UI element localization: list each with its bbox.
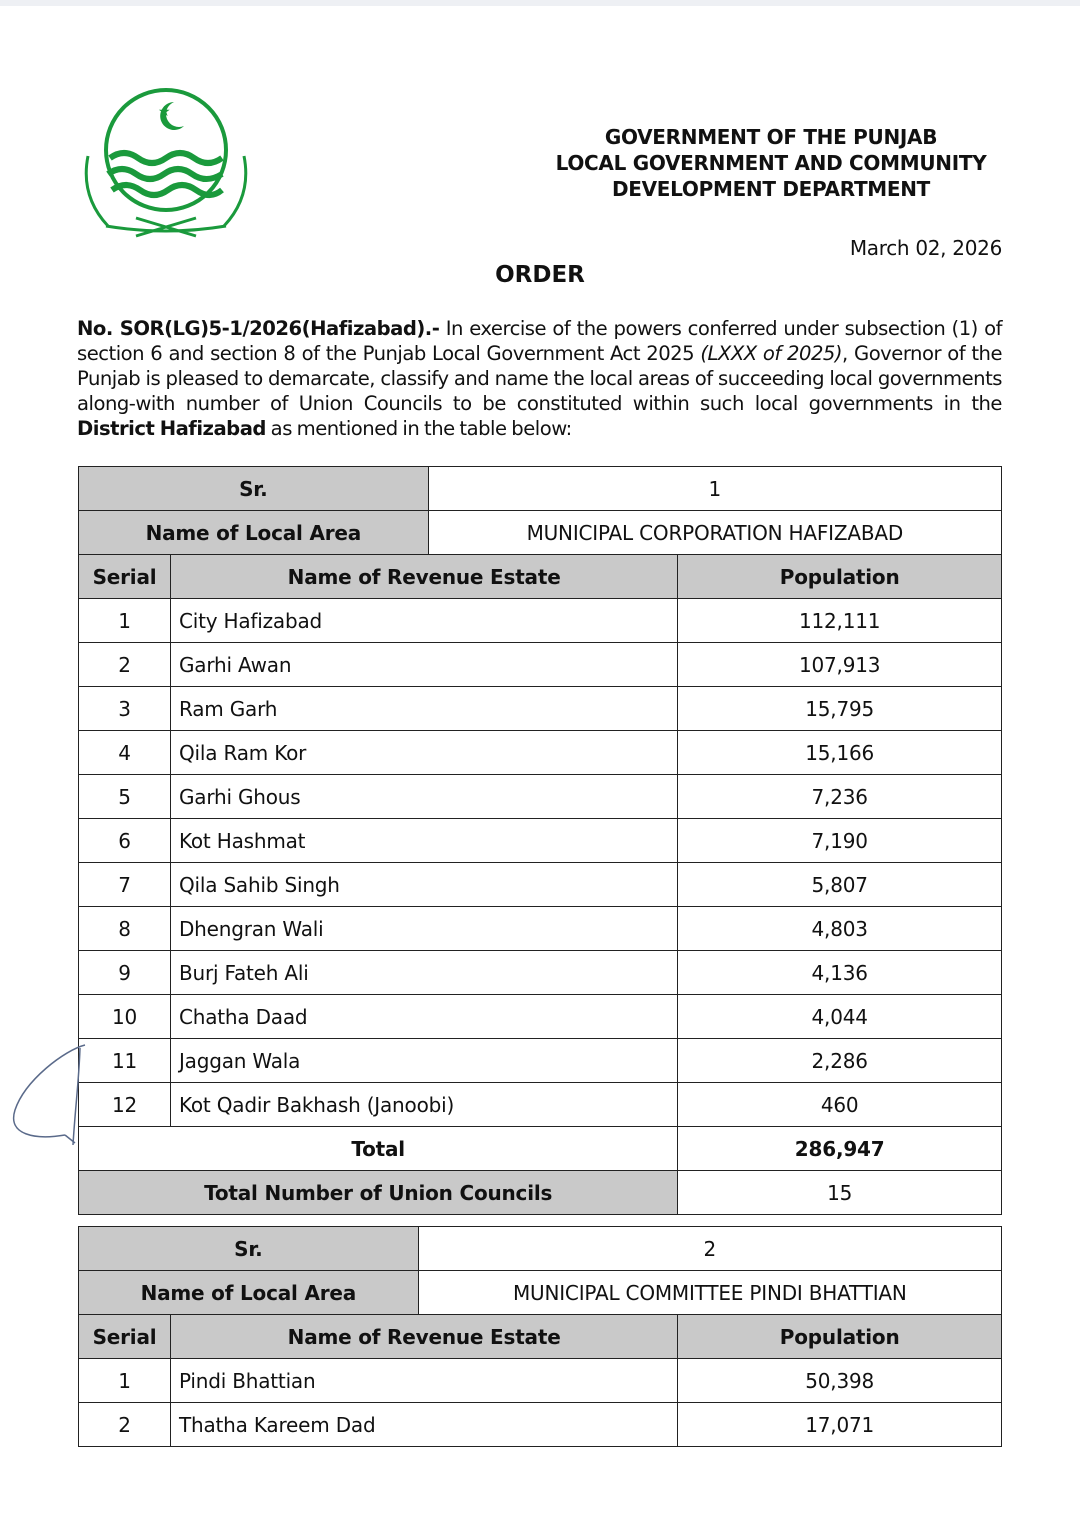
header-line-2: LOCAL GOVERNMENT AND COMMUNITY bbox=[555, 151, 987, 175]
order-reference: No. SOR(LG)5-1/2026(Hafizabad).- bbox=[77, 317, 440, 340]
estate-cell: Garhi Awan bbox=[169, 642, 679, 687]
local-area-table-2: Sr. 2 Name of Local Area MUNICIPAL COMMITTE… bbox=[78, 1226, 1003, 1447]
serial-cell: 1 bbox=[78, 598, 171, 643]
total-row: Total 286,947 bbox=[77, 1126, 1002, 1171]
table-row: 1 Pindi Bhattian 50,398 bbox=[78, 1358, 1002, 1403]
svg-text:★: ★ bbox=[158, 104, 171, 120]
serial-cell: 8 bbox=[78, 906, 171, 951]
table-row: 10 Chatha Daad 4,044 bbox=[78, 994, 1002, 1039]
population-cell: 5,807 bbox=[677, 862, 1002, 907]
population-cell: 2,286 bbox=[677, 1038, 1002, 1083]
population-cell: 15,795 bbox=[677, 686, 1002, 731]
estate-cell: Thatha Kareem Dad bbox=[169, 1402, 679, 1447]
estate-cell: Kot Qadir Bakhash (Janoobi) bbox=[169, 1082, 679, 1127]
sr-value: 2 bbox=[417, 1226, 1003, 1271]
serial-header: Serial bbox=[78, 1314, 171, 1359]
serial-cell: 10 bbox=[78, 994, 171, 1039]
estate-cell: Qila Ram Kor bbox=[169, 730, 679, 775]
estate-cell: Ram Garh bbox=[169, 686, 679, 731]
serial-cell: 2 bbox=[78, 642, 171, 687]
para-text-1: In exercise of the powers conferred unde… bbox=[77, 317, 1003, 365]
population-cell: 112,111 bbox=[677, 598, 1002, 643]
table-row: 11 Jaggan Wala 2,286 bbox=[78, 1038, 1002, 1083]
population-cell: 17,071 bbox=[677, 1402, 1002, 1447]
table-row: 9 Burj Fateh Ali 4,136 bbox=[78, 950, 1002, 995]
population-cell: 50,398 bbox=[677, 1358, 1002, 1403]
column-header-row: Serial Name of Revenue Estate Population bbox=[78, 1314, 1002, 1359]
header-line-1: GOVERNMENT OF THE PUNJAB bbox=[604, 125, 938, 149]
sr-row: Sr. 2 bbox=[78, 1226, 1003, 1271]
para-text-2: , Governor of the Punjab is pleased to d… bbox=[77, 342, 1003, 415]
sr-row: Sr. 1 bbox=[78, 466, 1003, 511]
local-area-row: Name of Local Area MUNICIPAL CORPORATION … bbox=[78, 510, 1003, 555]
table-row: 2 Thatha Kareem Dad 17,071 bbox=[78, 1402, 1002, 1447]
population-cell: 4,803 bbox=[677, 906, 1002, 951]
total-label: Total bbox=[77, 1126, 679, 1171]
sr-label: Sr. bbox=[78, 466, 429, 511]
serial-cell: 7 bbox=[78, 862, 171, 907]
sr-label: Sr. bbox=[78, 1226, 419, 1271]
population-cell: 4,044 bbox=[677, 994, 1002, 1039]
punjab-government-logo: ★ bbox=[84, 88, 248, 238]
estate-cell: Pindi Bhattian bbox=[169, 1358, 679, 1403]
act-reference: (LXXX of 2025) bbox=[700, 342, 843, 365]
serial-cell: 3 bbox=[78, 686, 171, 731]
local-area-name: MUNICIPAL CORPORATION HAFIZABAD bbox=[427, 510, 1003, 555]
serial-cell: 2 bbox=[78, 1402, 171, 1447]
union-council-value: 15 bbox=[677, 1170, 1002, 1215]
order-paragraph: No. SOR(LG)5-1/2026(Hafizabad).- In exer… bbox=[77, 316, 1003, 441]
population-header: Population bbox=[677, 1314, 1002, 1359]
order-title: ORDER bbox=[495, 262, 585, 288]
table-row: 3 Ram Garh 15,795 bbox=[78, 686, 1002, 731]
local-area-name: MUNICIPAL COMMITTEE PINDI BHATTIAN bbox=[417, 1270, 1003, 1315]
local-area-row: Name of Local Area MUNICIPAL COMMITTEE PI… bbox=[78, 1270, 1003, 1315]
order-date: March 02, 2026 bbox=[849, 236, 1002, 260]
estate-cell: Garhi Ghous bbox=[169, 774, 679, 819]
estate-header: Name of Revenue Estate bbox=[169, 1314, 679, 1359]
serial-header: Serial bbox=[78, 554, 171, 599]
table-row: 7 Qila Sahib Singh 5,807 bbox=[78, 862, 1002, 907]
population-cell: 7,190 bbox=[677, 818, 1002, 863]
estate-cell: Kot Hashmat bbox=[169, 818, 679, 863]
total-value: 286,947 bbox=[677, 1126, 1002, 1171]
table-row: 5 Garhi Ghous 7,236 bbox=[78, 774, 1002, 819]
union-council-label: Total Number of Union Councils bbox=[77, 1170, 679, 1215]
department-header: GOVERNMENT OF THE PUNJAB LOCAL GOVERNMEN… bbox=[540, 124, 1002, 202]
estate-cell: Chatha Daad bbox=[169, 994, 679, 1039]
serial-cell: 1 bbox=[78, 1358, 171, 1403]
header-line-3: DEVELOPMENT DEPARTMENT bbox=[611, 177, 931, 201]
table-row: 1 City Hafizabad 112,111 bbox=[78, 598, 1002, 643]
top-bar bbox=[0, 0, 1080, 6]
population-cell: 15,166 bbox=[677, 730, 1002, 775]
serial-cell: 9 bbox=[78, 950, 171, 995]
local-area-label: Name of Local Area bbox=[78, 510, 429, 555]
population-cell: 4,136 bbox=[677, 950, 1002, 995]
estate-cell: Qila Sahib Singh bbox=[169, 862, 679, 907]
estate-cell: Burj Fateh Ali bbox=[169, 950, 679, 995]
table-row: 12 Kot Qadir Bakhash (Janoobi) 460 bbox=[78, 1082, 1002, 1127]
serial-cell: 6 bbox=[78, 818, 171, 863]
serial-cell: 4 bbox=[78, 730, 171, 775]
handwritten-signature bbox=[12, 1044, 86, 1146]
estate-cell: City Hafizabad bbox=[169, 598, 679, 643]
estate-header: Name of Revenue Estate bbox=[169, 554, 679, 599]
local-area-table-1: Sr. 1 Name of Local Area MUNICIPAL CORPORAT… bbox=[77, 466, 1003, 1215]
population-cell: 107,913 bbox=[677, 642, 1002, 687]
para-text-3: as mentioned in the table below: bbox=[265, 417, 573, 440]
population-cell: 460 bbox=[677, 1082, 1002, 1127]
union-council-row: Total Number of Union Councils 15 bbox=[77, 1170, 1002, 1215]
population-cell: 7,236 bbox=[677, 774, 1002, 819]
estate-cell: Jaggan Wala bbox=[169, 1038, 679, 1083]
local-area-label: Name of Local Area bbox=[78, 1270, 419, 1315]
sr-value: 1 bbox=[427, 466, 1003, 511]
district-name: District Hafizabad bbox=[77, 417, 266, 440]
table-row: 4 Qila Ram Kor 15,166 bbox=[78, 730, 1002, 775]
estate-cell: Dhengran Wali bbox=[169, 906, 679, 951]
table-row: 8 Dhengran Wali 4,803 bbox=[78, 906, 1002, 951]
serial-cell: 5 bbox=[78, 774, 171, 819]
table-row: 2 Garhi Awan 107,913 bbox=[78, 642, 1002, 687]
table-row: 6 Kot Hashmat 7,190 bbox=[78, 818, 1002, 863]
column-header-row: Serial Name of Revenue Estate Population bbox=[78, 554, 1002, 599]
population-header: Population bbox=[677, 554, 1002, 599]
